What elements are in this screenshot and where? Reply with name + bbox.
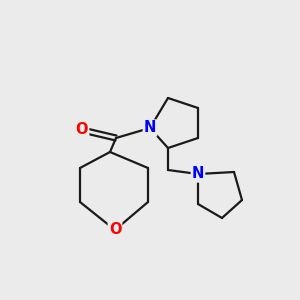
Text: N: N (192, 167, 204, 182)
Text: O: O (109, 223, 121, 238)
Text: O: O (76, 122, 88, 137)
Text: N: N (144, 121, 156, 136)
